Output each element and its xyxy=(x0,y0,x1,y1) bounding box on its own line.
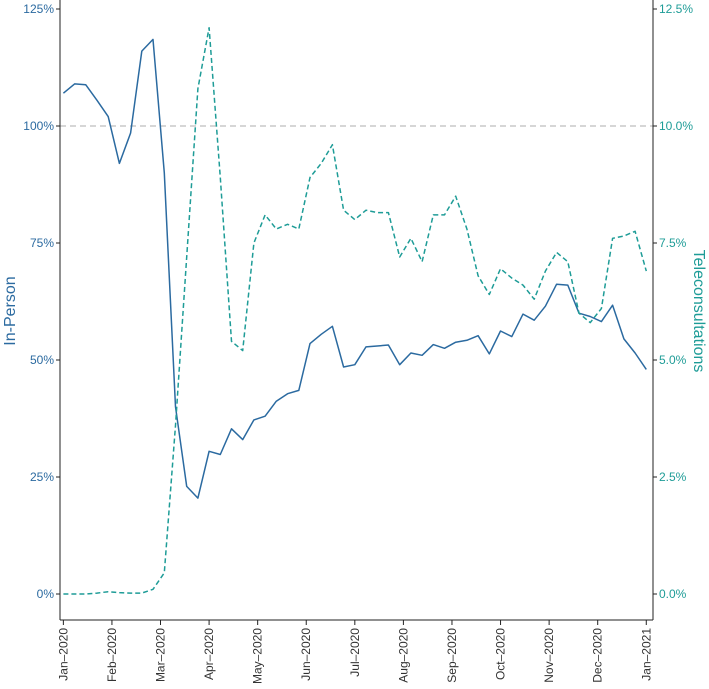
y-right-tick-label: 12.5% xyxy=(659,2,693,16)
x-tick-label: Oct–2020 xyxy=(494,628,508,680)
y-left-tick-label: 75% xyxy=(30,236,54,250)
series-line-teleconsultations xyxy=(63,26,648,595)
y-left-tick-label: 100% xyxy=(23,119,54,133)
y-right-tick-label: 7.5% xyxy=(659,236,687,250)
y-axis-left-title: In-Person xyxy=(2,276,19,345)
y-right-tick-label: 2.5% xyxy=(659,470,687,484)
y-left-tick-label: 25% xyxy=(30,470,54,484)
x-tick-label: Apr–2020 xyxy=(202,628,216,680)
series-layer xyxy=(62,26,648,595)
x-tick-label: Jun–2020 xyxy=(299,628,313,681)
x-tick-label: Nov–2020 xyxy=(542,628,556,683)
y-right-tick-label: 10.0% xyxy=(659,119,693,133)
axis-layer: 0% 25% 50% 75% 100% 125% 0.0% 2.5% 5.0% 7.5% 10.0%… xyxy=(23,0,693,684)
x-tick-label: Aug–2020 xyxy=(396,628,410,683)
x-tick-label: Jan–2021 xyxy=(639,628,653,681)
y-right-tick-label: 0.0% xyxy=(659,587,687,601)
y-left-tick-label: 0% xyxy=(37,587,55,601)
y-axis-right-title: Teleconsultations xyxy=(690,250,707,373)
x-tick-label: Jul–2020 xyxy=(348,628,362,677)
x-tick-label: Dec–2020 xyxy=(591,628,605,683)
x-tick-label: Sep–2020 xyxy=(445,628,459,683)
x-tick-label: Jan–2020 xyxy=(56,628,70,681)
x-tick-label: Mar–2020 xyxy=(154,628,168,682)
y-left-tick-label: 125% xyxy=(23,2,54,16)
y-left-tick-label: 50% xyxy=(30,353,54,367)
x-tick-label: May–2020 xyxy=(251,628,265,684)
series-line-in-person xyxy=(62,38,647,499)
x-tick-label: Feb–2020 xyxy=(105,628,119,682)
y-right-tick-label: 5.0% xyxy=(659,353,687,367)
